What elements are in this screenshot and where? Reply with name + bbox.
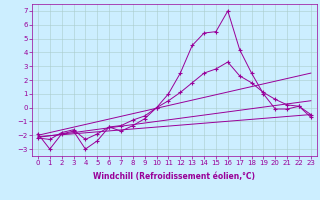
X-axis label: Windchill (Refroidissement éolien,°C): Windchill (Refroidissement éolien,°C) <box>93 172 255 181</box>
